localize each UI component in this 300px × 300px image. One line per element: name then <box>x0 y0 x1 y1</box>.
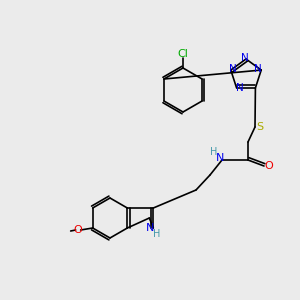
Text: H: H <box>210 147 218 157</box>
Text: O: O <box>265 161 273 171</box>
Text: N: N <box>216 153 224 163</box>
Text: N: N <box>229 64 237 74</box>
Text: O: O <box>73 225 82 235</box>
Text: N: N <box>254 64 262 74</box>
Text: H: H <box>153 229 160 239</box>
Text: N: N <box>236 83 244 93</box>
Text: Cl: Cl <box>178 49 188 59</box>
Text: S: S <box>256 122 264 132</box>
Text: N: N <box>241 53 249 63</box>
Text: N: N <box>146 223 154 233</box>
